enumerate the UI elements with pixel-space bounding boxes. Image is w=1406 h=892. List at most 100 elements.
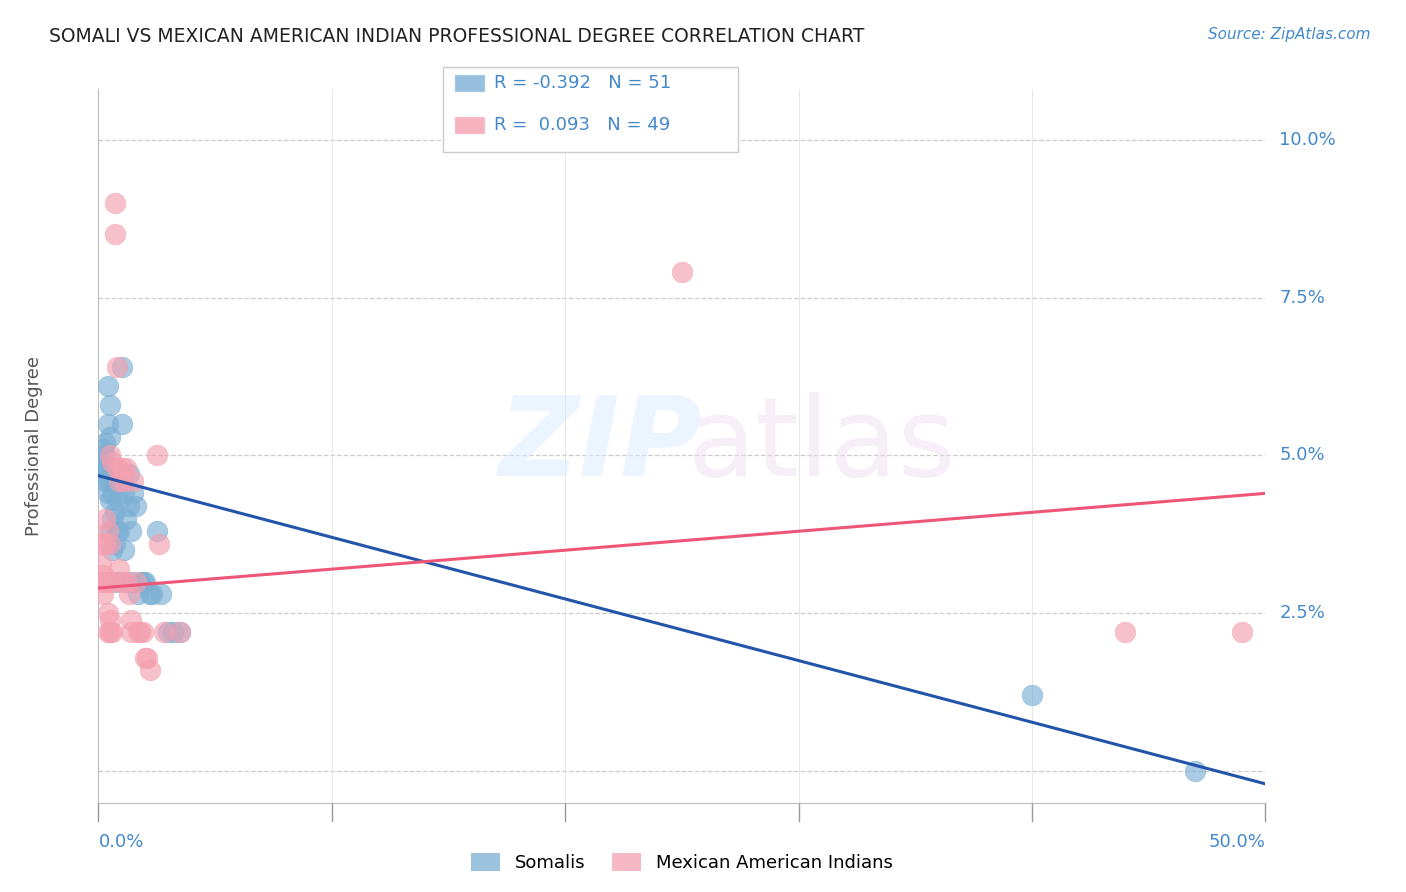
- Point: [1021, 689, 1043, 703]
- Point: [104, 537, 127, 551]
- Point: [91, 568, 114, 582]
- Text: Source: ZipAtlas.com: Source: ZipAtlas.com: [1208, 27, 1371, 42]
- Point: [115, 574, 138, 589]
- Point: [134, 574, 156, 589]
- Point: [98, 625, 121, 640]
- Point: [91, 537, 114, 551]
- Point: [97, 625, 120, 640]
- Point: [111, 574, 134, 589]
- Text: 50.0%: 50.0%: [1209, 833, 1265, 852]
- Point: [139, 587, 162, 601]
- Text: 0.0%: 0.0%: [98, 833, 143, 852]
- Point: [98, 524, 121, 539]
- Point: [90, 455, 112, 469]
- Point: [152, 625, 174, 640]
- Point: [104, 195, 127, 210]
- Point: [97, 417, 120, 431]
- Point: [98, 613, 121, 627]
- Point: [118, 499, 141, 513]
- Point: [98, 398, 121, 412]
- Point: [101, 543, 124, 558]
- Point: [129, 625, 152, 640]
- Point: [112, 486, 135, 500]
- Point: [98, 492, 121, 507]
- Point: [105, 360, 128, 375]
- Point: [1114, 625, 1136, 640]
- Text: 5.0%: 5.0%: [1279, 447, 1324, 465]
- Point: [1230, 625, 1253, 640]
- Point: [101, 511, 124, 525]
- Point: [101, 486, 124, 500]
- Point: [139, 663, 162, 677]
- Point: [146, 449, 169, 463]
- Point: [132, 625, 155, 640]
- Point: [120, 613, 142, 627]
- Point: [112, 474, 135, 488]
- Point: [101, 625, 124, 640]
- Point: [108, 562, 131, 576]
- Point: [136, 650, 159, 665]
- Point: [94, 474, 117, 488]
- Point: [129, 574, 152, 589]
- Point: [169, 625, 191, 640]
- Point: [97, 474, 120, 488]
- Point: [90, 574, 112, 589]
- Point: [112, 467, 135, 482]
- Point: [98, 429, 121, 443]
- Point: [91, 587, 114, 601]
- Point: [125, 499, 148, 513]
- Point: [104, 505, 127, 519]
- Point: [108, 474, 131, 488]
- Point: [115, 574, 138, 589]
- Text: Professional Degree: Professional Degree: [25, 356, 44, 536]
- Point: [111, 417, 134, 431]
- Point: [97, 379, 120, 393]
- Point: [105, 524, 128, 539]
- Point: [148, 537, 170, 551]
- Point: [105, 461, 128, 475]
- Point: [94, 449, 117, 463]
- Point: [134, 650, 156, 665]
- Point: [115, 461, 138, 475]
- Point: [104, 474, 127, 488]
- Point: [118, 467, 141, 482]
- Point: [132, 574, 155, 589]
- Point: [162, 625, 184, 640]
- Point: [120, 625, 142, 640]
- Point: [127, 587, 149, 601]
- Point: [118, 587, 141, 601]
- Point: [97, 486, 120, 500]
- Legend: Somalis, Mexican American Indians: Somalis, Mexican American Indians: [464, 846, 900, 880]
- Point: [98, 449, 121, 463]
- Text: R =  0.093   N = 49: R = 0.093 N = 49: [494, 116, 669, 134]
- Point: [94, 511, 117, 525]
- Point: [104, 227, 127, 242]
- Point: [1184, 764, 1206, 779]
- Point: [146, 524, 169, 539]
- Point: [91, 455, 114, 469]
- Point: [97, 607, 120, 621]
- Point: [169, 625, 191, 640]
- Point: [101, 455, 124, 469]
- Text: 10.0%: 10.0%: [1279, 131, 1336, 149]
- Point: [91, 467, 114, 482]
- Point: [112, 543, 135, 558]
- Point: [108, 524, 131, 539]
- Point: [98, 537, 121, 551]
- Point: [141, 587, 163, 601]
- Point: [91, 442, 114, 457]
- Point: [97, 574, 120, 589]
- Point: [90, 461, 112, 475]
- Point: [111, 461, 134, 475]
- Text: SOMALI VS MEXICAN AMERICAN INDIAN PROFESSIONAL DEGREE CORRELATION CHART: SOMALI VS MEXICAN AMERICAN INDIAN PROFES…: [49, 27, 865, 45]
- Text: ZIP: ZIP: [499, 392, 702, 500]
- Point: [122, 474, 145, 488]
- Point: [127, 625, 149, 640]
- Text: atlas: atlas: [688, 392, 956, 500]
- Point: [150, 587, 173, 601]
- Point: [97, 524, 120, 539]
- Point: [101, 574, 124, 589]
- Text: 2.5%: 2.5%: [1279, 605, 1326, 623]
- Point: [94, 574, 117, 589]
- Point: [671, 265, 693, 279]
